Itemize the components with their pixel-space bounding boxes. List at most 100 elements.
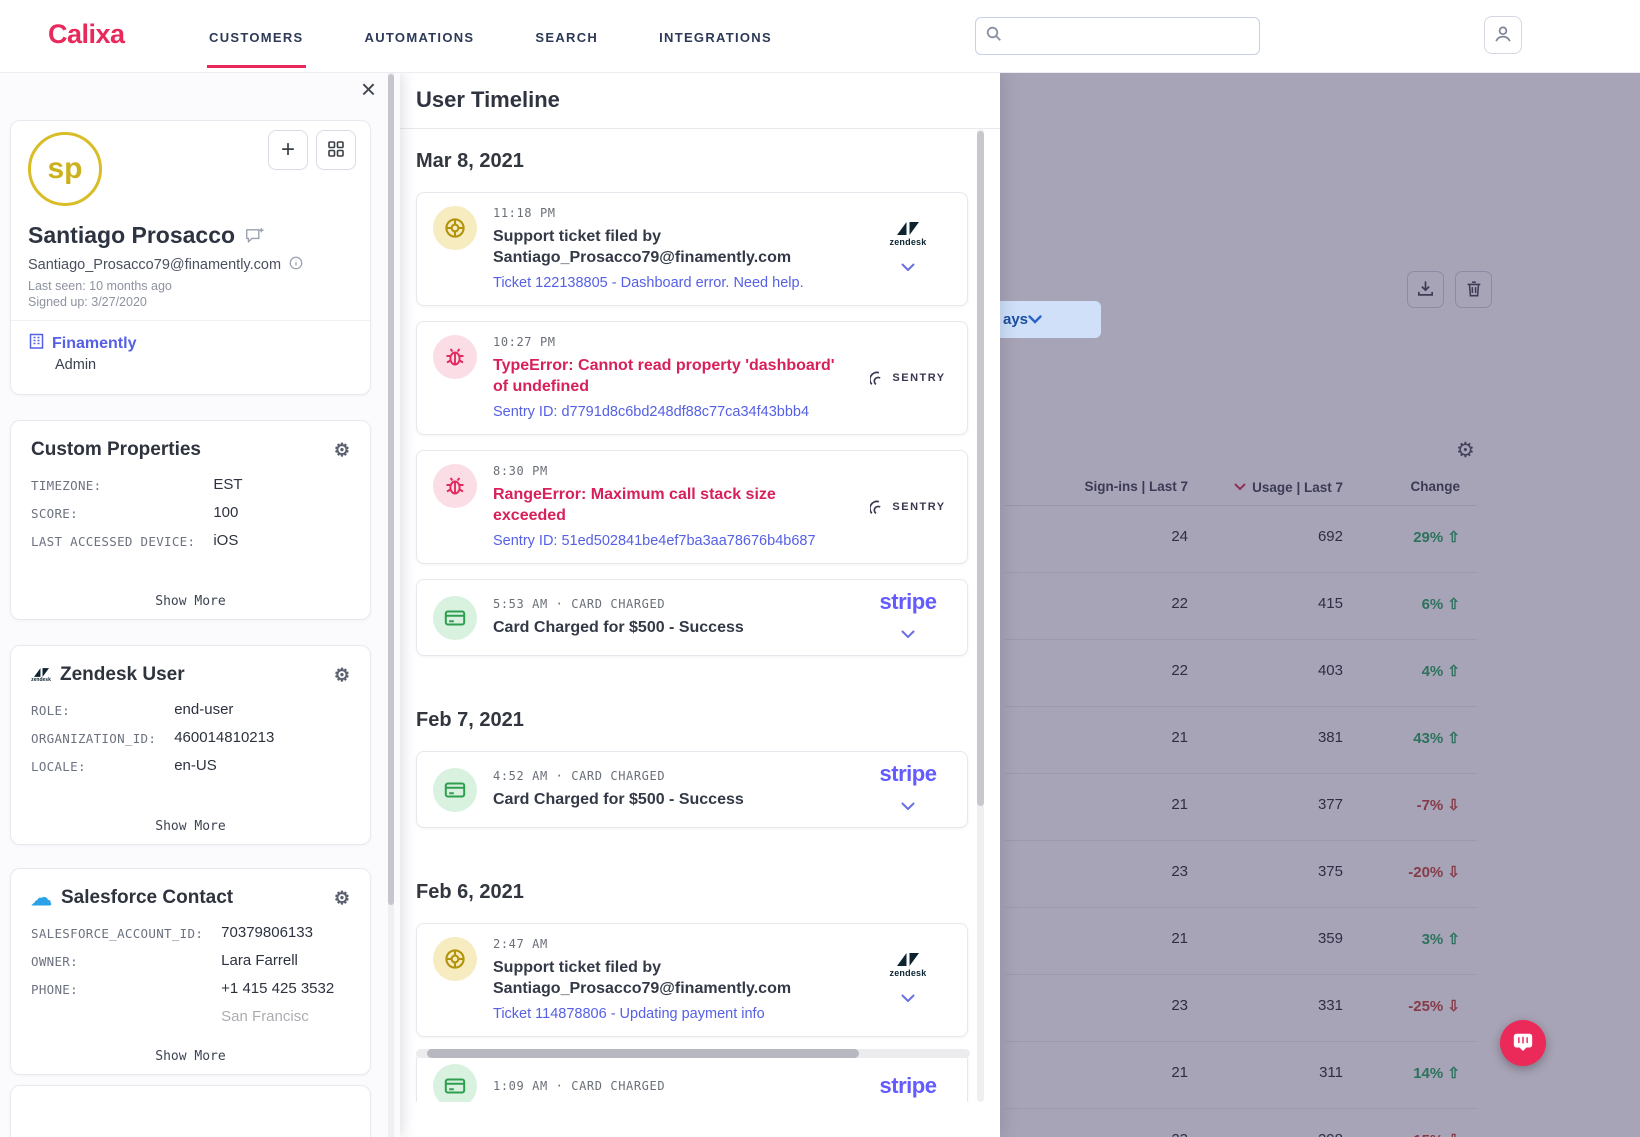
- timeline-hscrollbar-thumb[interactable]: [427, 1049, 859, 1058]
- property-label: OWNER:: [31, 954, 78, 969]
- signins-cell: 23: [1028, 1131, 1188, 1137]
- change-cell: 14% ⇧: [1413, 1065, 1460, 1082]
- show-more-link[interactable]: Show More: [155, 819, 226, 834]
- apps-grid-button[interactable]: [316, 130, 356, 170]
- download-button: [1407, 271, 1444, 308]
- credit-card-icon: [433, 595, 477, 640]
- info-icon[interactable]: [289, 256, 303, 274]
- panel-title: User Timeline: [400, 72, 1000, 129]
- gear-icon[interactable]: ⚙: [333, 439, 350, 460]
- arrow-up-icon: ⇧: [1447, 1065, 1460, 1082]
- stripe-logo: stripe: [879, 761, 937, 786]
- timeline-event-card[interactable]: 11:18 PM Support ticket filed by Santiago…: [416, 192, 968, 306]
- timeline-group: Feb 6, 2021 2:47 AM Support ticket filed b…: [416, 880, 1000, 1115]
- property-label: SCORE:: [31, 506, 78, 521]
- event-link[interactable]: Ticket 114878806 - Updating payment info: [493, 1006, 765, 1022]
- sort-caret-icon: [1234, 479, 1246, 494]
- chevron-down-icon[interactable]: [901, 626, 915, 644]
- chat-launcher-button[interactable]: [1500, 1020, 1546, 1066]
- table-header-row: Sign-ins | Last 7 Usage | Last 7 Change: [1005, 471, 1477, 506]
- property-card: ☁ Salesforce Contact ⚙ SALESFORCE_ACCOUNT_I…: [10, 868, 371, 1075]
- property-value: end-user: [174, 701, 234, 718]
- table-row: 23 331 -25% ⇩: [1005, 975, 1477, 1042]
- property-value: iOS: [213, 532, 239, 549]
- usage-cell: 359: [1317, 930, 1343, 947]
- property-card-title-row: zendesk Zendesk User ⚙: [31, 664, 350, 686]
- nav-item-integrations[interactable]: INTEGRATIONS: [659, 30, 772, 45]
- timeline-event-card[interactable]: 4:52 AM · CARD CHARGED Card Charged for $…: [416, 751, 968, 828]
- company-name: Finamently: [52, 334, 137, 352]
- property-value: en-US: [174, 757, 217, 774]
- chevron-down-icon[interactable]: [901, 798, 915, 816]
- user-avatar-button[interactable]: [1484, 16, 1522, 54]
- arrow-down-icon: ⇩: [1447, 797, 1460, 814]
- gear-icon[interactable]: ⚙: [333, 664, 350, 685]
- company-role: Admin: [55, 357, 97, 373]
- nav-search-input[interactable]: [1010, 28, 1249, 44]
- timeline-event-card[interactable]: 2:47 AM Support ticket filed by Santiago_…: [416, 923, 968, 1037]
- arrow-up-icon: ⇧: [1447, 730, 1460, 747]
- divider: [11, 320, 370, 321]
- nav-item-customers[interactable]: CUSTOMERS: [207, 4, 306, 68]
- zendesk-logo: zendesk: [890, 952, 927, 978]
- table-row: 22 403 4% ⇧: [1005, 640, 1477, 707]
- usage-cell: 692: [1317, 528, 1343, 545]
- drawer-scrollbar-thumb[interactable]: [388, 74, 394, 905]
- table-column-header: Change: [1410, 479, 1460, 494]
- table-settings-gear-icon: ⚙: [1456, 439, 1475, 462]
- user-detail-drawer: × sp + Santiago Prosacco Santiago_Prosac…: [0, 72, 400, 1137]
- comment-plus-icon[interactable]: [245, 222, 264, 249]
- table-row: 21 377 -7% ⇩: [1005, 774, 1477, 841]
- nav-item-search[interactable]: SEARCH: [535, 30, 599, 45]
- arrow-up-icon: ⇧: [1447, 529, 1460, 546]
- gear-icon[interactable]: ⚙: [333, 887, 350, 908]
- property-card: zendesk Zendesk User ⚙ ROLE: end-user ORGANIZ…: [10, 645, 371, 845]
- chevron-down-icon[interactable]: [901, 990, 915, 1008]
- event-link[interactable]: Sentry ID: 51ed502841be4ef7ba3aa78676b4b…: [493, 533, 816, 549]
- show-more-link[interactable]: Show More: [155, 1049, 226, 1064]
- timeline-event-card[interactable]: 10:27 PM TypeError: Cannot read property …: [416, 321, 968, 435]
- nav-item-automations[interactable]: AUTOMATIONS: [364, 30, 475, 45]
- show-more-link[interactable]: Show More: [155, 594, 226, 609]
- event-title: Support ticket filed by Santiago_Prosacc…: [493, 959, 792, 997]
- chevron-down-icon[interactable]: [901, 259, 915, 277]
- change-cell: -15% ⇩: [1300, 1131, 1460, 1137]
- change-cell: -20% ⇩: [1408, 864, 1460, 881]
- table-row: 21 381 43% ⇧: [1005, 707, 1477, 774]
- event-title: Support ticket filed by Santiago_Prosacc…: [493, 228, 792, 266]
- signed-up-text: Signed up: 3/27/2020: [28, 295, 147, 309]
- change-cell: 43% ⇧: [1413, 730, 1460, 747]
- event-link[interactable]: Sentry ID: d7791d8c6bd248df88c77ca34f43b…: [493, 404, 810, 420]
- profile-card: sp + Santiago Prosacco Santiago_Prosacco…: [10, 120, 371, 395]
- timeline-event-card[interactable]: 5:53 AM · CARD CHARGED Card Charged for $…: [416, 579, 968, 656]
- scrollbar-gutter: [400, 1102, 1000, 1137]
- credit-card-icon: [433, 1064, 477, 1108]
- company-link[interactable]: Finamently: [29, 333, 136, 354]
- timeline-vscrollbar-thumb[interactable]: [977, 131, 984, 806]
- property-value: 100: [213, 504, 239, 521]
- event-time: 10:27 PM: [493, 335, 556, 349]
- event-time: 4:52 AM · CARD CHARGED: [493, 769, 666, 783]
- close-icon[interactable]: ×: [360, 74, 376, 104]
- table-row: 21 311 14% ⇧: [1005, 1042, 1477, 1109]
- brand-logo[interactable]: Calixa: [48, 19, 125, 49]
- stripe-logo: stripe: [879, 589, 937, 614]
- salesforce-icon: ☁: [31, 886, 52, 910]
- table-row: 24 692 29% ⇧: [1005, 506, 1477, 573]
- signins-cell: 23: [1171, 997, 1188, 1014]
- delete-button: [1455, 271, 1492, 308]
- property-card-title-row: ☁ Salesforce Contact ⚙: [31, 887, 350, 909]
- property-rows: SALESFORCE_ACCOUNT_ID: 70379806133 OWNER: L…: [31, 924, 350, 1021]
- event-title: Card Charged for $500 - Success: [493, 791, 744, 808]
- change-cell: 29% ⇧: [1413, 529, 1460, 546]
- property-label: SALESFORCE_ACCOUNT_ID:: [31, 926, 204, 941]
- event-title: Card Charged for $500 - Success: [493, 619, 744, 636]
- event-link[interactable]: Ticket 122138805 - Dashboard error. Need…: [493, 275, 804, 291]
- property-label: TIMEZONE:: [31, 478, 102, 493]
- lifebuoy-icon: [433, 206, 477, 250]
- add-button[interactable]: +: [268, 130, 308, 170]
- timeline-event-card[interactable]: 8:30 PM RangeError: Maximum call stack si…: [416, 450, 968, 564]
- table-row: 21 359 3% ⇧: [1005, 908, 1477, 975]
- lifebuoy-icon: [433, 937, 477, 981]
- user-email: Santiago_Prosacco79@finamently.com: [28, 257, 282, 273]
